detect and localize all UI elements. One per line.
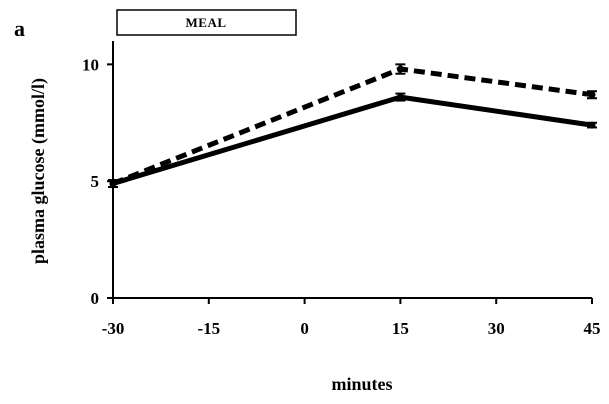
y-tick-label: 10 [82, 55, 99, 74]
x-tick-label: -15 [197, 319, 220, 338]
series-layer [108, 63, 597, 189]
data-point [588, 121, 596, 129]
axes [112, 41, 592, 299]
data-point [396, 65, 404, 73]
x-tick-label: 30 [488, 319, 505, 338]
data-point [109, 180, 117, 188]
y-tick-label: 5 [91, 172, 100, 191]
y-ticks: 0 5 10 [82, 55, 113, 308]
y-axis-label: plasma glucose (mmol/l) [28, 78, 49, 264]
y-tick-label: 0 [91, 289, 100, 308]
x-tick-label: -30 [102, 319, 125, 338]
series-dashed [108, 63, 597, 189]
x-axis-label: minutes [331, 374, 392, 394]
x-tick-label: 45 [584, 319, 601, 338]
panel-letter: a [14, 16, 25, 41]
series-line-solid [112, 94, 593, 186]
data-point [588, 91, 596, 99]
x-ticks: -30 -15 0 15 30 45 [102, 298, 601, 338]
meal-box [116, 9, 297, 36]
x-tick-label: 0 [300, 319, 309, 338]
series-line-dashed [112, 66, 593, 186]
series-solid [108, 92, 597, 189]
data-point [396, 93, 404, 101]
x-tick-label: 15 [392, 319, 409, 338]
meal-label: MEAL [186, 15, 227, 30]
